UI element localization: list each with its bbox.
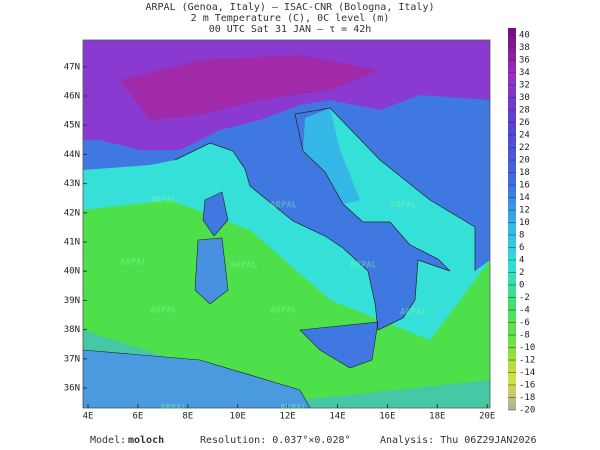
watermark: ARPAL	[400, 308, 428, 318]
watermark: ARPAL	[150, 196, 178, 206]
colorbar-label: 12	[519, 206, 530, 216]
lat-label: 41N	[64, 238, 80, 248]
lat-label: 38N	[64, 325, 80, 335]
lon-label: 10E	[230, 412, 246, 422]
map-frame	[82, 39, 491, 409]
colorbar-label: -14	[519, 368, 535, 378]
alps-peak	[120, 55, 380, 120]
colorbar-label: 36	[519, 56, 530, 66]
colorbar-label: -12	[519, 356, 535, 366]
lat-label: 36N	[64, 384, 80, 394]
lon-label: 4E	[83, 412, 94, 422]
lat-label: 45N	[64, 121, 80, 131]
watermark: ARPAL	[160, 404, 188, 414]
watermark: ARPAL	[120, 258, 148, 268]
lon-label: 20E	[479, 412, 495, 422]
colorbar-label: 32	[519, 81, 530, 91]
watermark: ARPAL	[280, 404, 308, 414]
lon-label: 14E	[329, 412, 345, 422]
footer-analysis: Analysis: Thu 06Z29JAN2026	[380, 435, 537, 446]
lat-label: 39N	[64, 296, 80, 306]
colorbar-label: -16	[519, 381, 535, 391]
lat-label: 44N	[64, 150, 80, 160]
lon-label: 12E	[279, 412, 295, 422]
colorbar-label: 38	[519, 43, 530, 53]
adriatic	[303, 108, 360, 204]
lon-label: 8E	[182, 412, 193, 422]
watermark: ARPAL	[350, 261, 378, 271]
coastline	[174, 107, 476, 331]
map	[83, 40, 490, 408]
colorbar-label: 34	[519, 68, 530, 78]
colorbar-label: 18	[519, 168, 530, 178]
lat-label: 46N	[64, 92, 80, 102]
colorbar-label: -18	[519, 393, 535, 403]
colorbar-label: 26	[519, 118, 530, 128]
colorbar-label: 6	[519, 243, 524, 253]
lat-label: 42N	[64, 208, 80, 218]
colorbar-label: 20	[519, 156, 530, 166]
colorbar-label: -6	[519, 318, 530, 328]
colorbar	[508, 28, 516, 410]
header-line: 00 UTC Sat 31 JAN — τ = 42h	[209, 24, 372, 35]
sardinia	[194, 237, 229, 305]
colorbar-label: 28	[519, 106, 530, 116]
colorbar-label: 2	[519, 268, 524, 278]
watermark: ARPAL	[270, 201, 298, 211]
colorbar-label: -8	[519, 331, 530, 341]
lon-label: 6E	[132, 412, 143, 422]
watermark: ARPAL	[150, 306, 178, 316]
footer-resolution: Resolution: 0.037°×0.028°	[200, 435, 351, 446]
colorbar-label: 0	[519, 281, 524, 291]
colorbar-label: 30	[519, 93, 530, 103]
lat-label: 47N	[64, 62, 80, 72]
header-line: 2 m Temperature (C), 0C level (m)	[191, 13, 390, 24]
watermark: ARPAL	[390, 201, 418, 211]
africa	[83, 349, 311, 408]
colorbar-label: 24	[519, 131, 530, 141]
colorbar-label: 4	[519, 256, 524, 266]
sicily	[299, 321, 379, 369]
lat-label: 37N	[64, 354, 80, 364]
footer-label: Model:	[90, 435, 126, 446]
corsica	[202, 191, 229, 237]
lat-label: 43N	[64, 179, 80, 189]
colorbar-label: 16	[519, 181, 530, 191]
colorbar-label: 14	[519, 193, 530, 203]
colorbar-label: 40	[519, 31, 530, 41]
watermark: ARPAL	[230, 261, 258, 271]
footer-model: moloch	[128, 435, 164, 446]
colorbar-label: -10	[519, 343, 535, 353]
watermark: ARPAL	[270, 306, 298, 316]
colorbar-label: -4	[519, 306, 530, 316]
colorbar-label: 8	[519, 231, 524, 241]
lon-label: 16E	[379, 412, 395, 422]
lat-label: 40N	[64, 267, 80, 277]
header-line: ARPAL (Genoa, Italy) — ISAC-CNR (Bologna…	[146, 2, 435, 13]
colorbar-label: -2	[519, 293, 530, 303]
colorbar-label: 10	[519, 218, 530, 228]
lon-label: 18E	[429, 412, 445, 422]
colorbar-label: -20	[519, 406, 535, 416]
colorbar-label: 22	[519, 143, 530, 153]
